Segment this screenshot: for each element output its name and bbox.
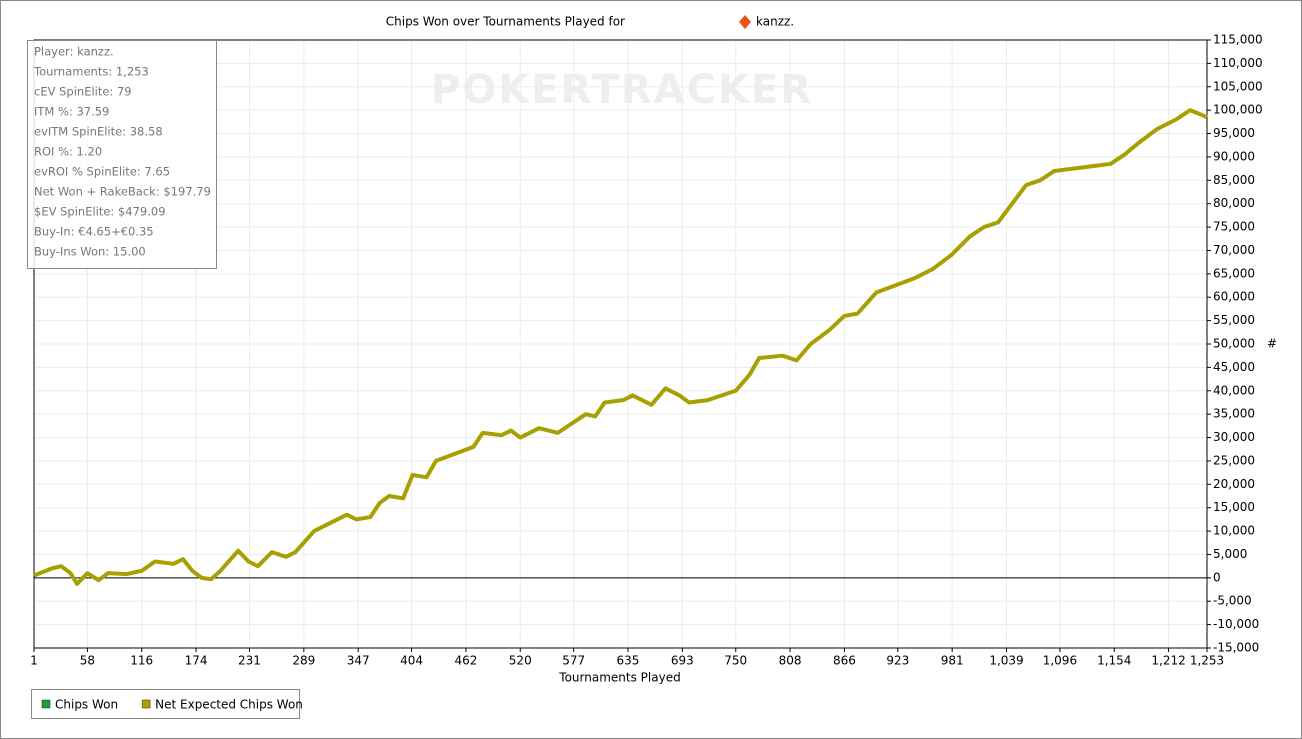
y-tick-label: 0 bbox=[1213, 570, 1221, 584]
y-tick-label: 90,000 bbox=[1213, 149, 1255, 163]
x-tick-label: 1,154 bbox=[1097, 654, 1131, 668]
x-tick-label: 1 bbox=[30, 654, 38, 668]
stat-line: Buy-Ins Won: 15.00 bbox=[34, 245, 146, 259]
legend-label: Net Expected Chips Won bbox=[155, 698, 303, 712]
legend-swatch bbox=[41, 699, 51, 709]
x-tick-label: 635 bbox=[617, 654, 640, 668]
y-tick-label: 80,000 bbox=[1213, 196, 1255, 210]
legend-label: Chips Won bbox=[55, 698, 118, 712]
x-tick-label: 462 bbox=[454, 654, 477, 668]
y-tick-label: 50,000 bbox=[1213, 337, 1255, 351]
stat-line: Player: kanzz. bbox=[34, 45, 114, 59]
y-tick-label: -5,000 bbox=[1213, 594, 1252, 608]
series-line bbox=[33, 108, 1208, 586]
x-tick-label: 923 bbox=[886, 654, 909, 668]
y-tick-label: 70,000 bbox=[1213, 243, 1255, 257]
x-tick-label: 347 bbox=[347, 654, 370, 668]
stats-box bbox=[27, 40, 217, 269]
x-tick-label: 577 bbox=[562, 654, 585, 668]
x-tick-label: 404 bbox=[400, 654, 423, 668]
y-tick-label: 115,000 bbox=[1213, 33, 1263, 47]
x-axis-label: Tournaments Played bbox=[558, 671, 680, 685]
y-tick-label: 105,000 bbox=[1213, 79, 1263, 93]
x-tick-label: 1,253 bbox=[1190, 654, 1224, 668]
x-tick-label: 1,096 bbox=[1043, 654, 1077, 668]
chart-title: Chips Won over Tournaments Played for bbox=[386, 15, 625, 29]
y-tick-label: 20,000 bbox=[1213, 477, 1255, 491]
watermark: POKERTRACKER bbox=[431, 67, 813, 113]
y-tick-label: 25,000 bbox=[1213, 453, 1255, 467]
y-tick-label: 110,000 bbox=[1213, 56, 1263, 70]
stat-line: ROI %: 1.20 bbox=[34, 145, 102, 159]
x-tick-label: 231 bbox=[238, 654, 261, 668]
x-tick-label: 693 bbox=[671, 654, 694, 668]
x-tick-label: 116 bbox=[130, 654, 153, 668]
stat-line: cEV SpinElite: 79 bbox=[34, 85, 132, 99]
x-tick-label: 174 bbox=[185, 654, 208, 668]
x-tick-label: 58 bbox=[80, 654, 95, 668]
x-tick-label: 1,039 bbox=[989, 654, 1023, 668]
y-tick-label: 40,000 bbox=[1213, 383, 1255, 397]
x-tick-label: 750 bbox=[724, 654, 747, 668]
y-tick-label: 45,000 bbox=[1213, 360, 1255, 374]
y-tick-label: -15,000 bbox=[1213, 641, 1259, 655]
y-tick-label: 5,000 bbox=[1213, 547, 1247, 561]
stat-line: Buy-In: €4.65+€0.35 bbox=[34, 225, 154, 239]
stat-line: ITM %: 37.59 bbox=[34, 105, 109, 119]
stat-line: $EV SpinElite: $479.09 bbox=[34, 205, 166, 219]
x-tick-label: 1,212 bbox=[1151, 654, 1185, 668]
player-name: kanzz. bbox=[756, 15, 794, 29]
x-tick-label: 289 bbox=[292, 654, 315, 668]
y-tick-label: 100,000 bbox=[1213, 103, 1263, 117]
y-tick-label: 75,000 bbox=[1213, 220, 1255, 234]
x-tick-label: 981 bbox=[941, 654, 964, 668]
stat-line: Tournaments: 1,253 bbox=[33, 65, 149, 79]
x-tick-label: 808 bbox=[779, 654, 802, 668]
y-tick-label: 65,000 bbox=[1213, 266, 1255, 280]
stat-line: evITM SpinElite: 38.58 bbox=[34, 125, 163, 139]
y-tick-label: 10,000 bbox=[1213, 524, 1255, 538]
y-axis-label: # bbox=[1267, 337, 1277, 351]
y-tick-label: 35,000 bbox=[1213, 407, 1255, 421]
x-tick-label: 866 bbox=[833, 654, 856, 668]
legend bbox=[31, 689, 300, 719]
y-tick-label: 60,000 bbox=[1213, 290, 1255, 304]
stat-line: Net Won + RakeBack: $197.79 bbox=[34, 185, 211, 199]
y-tick-label: 30,000 bbox=[1213, 430, 1255, 444]
player-icon bbox=[739, 15, 751, 29]
stat-line: evROI % SpinElite: 7.65 bbox=[34, 165, 170, 179]
y-tick-label: 15,000 bbox=[1213, 500, 1255, 514]
x-tick-label: 520 bbox=[509, 654, 532, 668]
legend-swatch bbox=[141, 699, 151, 709]
y-tick-label: -10,000 bbox=[1213, 617, 1259, 631]
y-tick-label: 95,000 bbox=[1213, 126, 1255, 140]
y-tick-label: 85,000 bbox=[1213, 173, 1255, 187]
y-tick-label: 55,000 bbox=[1213, 313, 1255, 327]
